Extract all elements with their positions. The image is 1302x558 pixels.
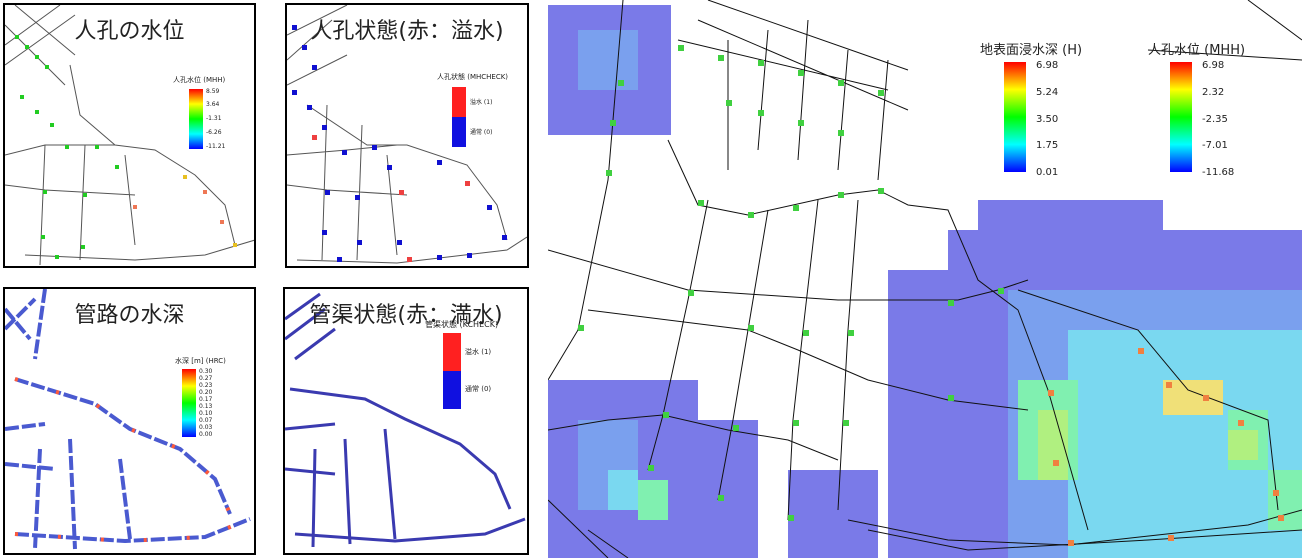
manhole-level-map: 人孔水位 (MHH) 8.59 3.64 -1.31 -6.26 -11.21	[5, 5, 254, 266]
flood-legend-tick: 0.01	[1036, 167, 1058, 178]
panel-manhole-level: 人孔の水位 人孔水位 (MH	[3, 3, 256, 268]
legend-tick: 0.00	[199, 431, 213, 438]
manhole-legend-tick: -2.35	[1202, 114, 1228, 125]
legend-title: 管渠状態 (KCHECK)	[425, 319, 498, 329]
legend-label: 通常 (0)	[465, 384, 491, 393]
legend-label: 溢水 (1)	[470, 98, 492, 106]
panel-manhole-state: 人孔状態(赤：溢水) 人孔状態 (MHCHECK) 溢水 (1) 通常 (0)	[285, 3, 529, 268]
legend-label: 溢水 (1)	[465, 347, 491, 356]
legend-normal-swatch	[452, 117, 466, 147]
flood-legend-title: 地表面浸水深 (H)	[980, 43, 1082, 58]
legend-overflow-swatch	[443, 333, 461, 371]
panel-title: 管渠状態(赤：満水)	[309, 303, 503, 328]
flood-legend-colorbar	[1004, 62, 1026, 172]
legend-tick: 0.23	[199, 382, 213, 389]
panel-title: 人孔の水位	[74, 19, 185, 44]
legend-tick: 0.30	[199, 368, 213, 375]
flood-legend-tick: 6.98	[1036, 60, 1058, 71]
legend-tick: -6.26	[206, 129, 222, 136]
legend-title: 人孔水位 (MHH)	[173, 75, 226, 84]
main-flood-map: 地表面浸水深 (H) 6.98 5.24 3.50 1.75 0.01 人孔水位…	[548, 0, 1302, 558]
panel-title: 人孔状態(赤：溢水)	[310, 19, 504, 44]
legend-tick: 8.59	[206, 88, 220, 95]
legend-overflow-swatch	[452, 87, 466, 117]
manhole-legend-tick: -11.68	[1202, 167, 1234, 178]
flood-legend-tick: 5.24	[1036, 87, 1058, 98]
manhole-legend-tick: -7.01	[1202, 140, 1228, 151]
legend-tick: 0.27	[199, 375, 213, 382]
flood-legend-tick: 1.75	[1036, 140, 1058, 151]
legend-normal-swatch	[443, 371, 461, 409]
legend-tick: -11.21	[206, 143, 226, 150]
legend-tick: 0.17	[199, 396, 213, 403]
manhole-legend-tick: 6.98	[1202, 60, 1224, 71]
panel-title: 管路の水深	[74, 303, 185, 328]
legend-tick: 0.20	[199, 389, 213, 396]
legend-tick: 3.64	[206, 101, 220, 108]
legend-colorbar	[189, 89, 203, 149]
legend-colorbar	[182, 369, 196, 437]
manhole-legend-colorbar	[1170, 62, 1192, 172]
legend-title: 人孔状態 (MHCHECK)	[437, 72, 508, 81]
manhole-legend-tick: 2.32	[1202, 87, 1224, 98]
manhole-state-map: 人孔状態 (MHCHECK) 溢水 (1) 通常 (0)	[287, 5, 527, 264]
manhole-legend-title: 人孔水位 (MHH)	[1148, 43, 1245, 58]
legend-tick: 0.13	[199, 403, 213, 410]
legend-label: 通常 (0)	[470, 128, 492, 136]
legend-tick: -1.31	[206, 115, 222, 122]
panel-pipe-depth: 管路の水深 水深 [m] (HRC) 0.30 0.27 0.23 0.20 0…	[3, 287, 256, 555]
pipe-state-map: 管渠状態 (KCHECK) 溢水 (1) 通常 (0)	[285, 292, 526, 548]
legend-tick: 0.03	[199, 424, 213, 431]
legend-tick: 0.07	[199, 417, 213, 424]
flood-legend-tick: 3.50	[1036, 114, 1058, 125]
panel-pipe-state: 管渠状態(赤：満水) 管渠状態 (KCHECK) 溢水 (1) 通常 (0)	[283, 287, 529, 555]
flood-depth-grid: 地表面浸水深 (H) 6.98 5.24 3.50 1.75 0.01 人孔水位…	[548, 0, 1302, 558]
legend-tick: 0.10	[199, 410, 213, 417]
pipe-depth-map: 水深 [m] (HRC) 0.30 0.27 0.23 0.20 0.17 0.…	[5, 289, 251, 550]
legend-title: 水深 [m] (HRC)	[175, 356, 226, 365]
